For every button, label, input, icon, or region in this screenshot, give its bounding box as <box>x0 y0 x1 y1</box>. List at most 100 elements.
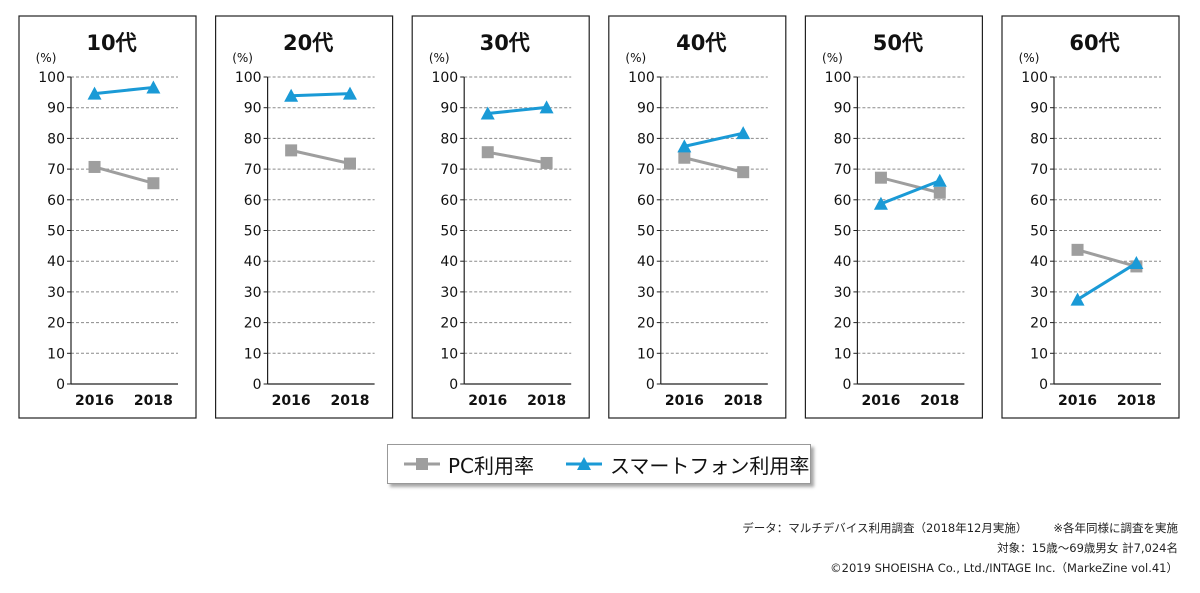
point-smartphone-5-0 <box>1070 292 1085 306</box>
y-tick-label-0-0: 0 <box>56 377 65 393</box>
point-pc-2-1 <box>540 156 553 169</box>
y-tick-label-3-80: 80 <box>637 131 655 147</box>
y-tick-label-2-50: 50 <box>440 224 458 240</box>
y-unit-label-5: (%) <box>1019 51 1040 65</box>
y-tick-label-0-40: 40 <box>47 254 65 270</box>
point-smartphone-4-1 <box>932 173 947 187</box>
y-tick-label-4-60: 60 <box>834 193 852 209</box>
y-tick-label-0-20: 20 <box>47 316 65 332</box>
y-tick-label-1-100: 100 <box>235 70 262 86</box>
panel-title-2: 30代 <box>480 31 530 55</box>
series-line-smartphone-3 <box>684 131 744 148</box>
x-tick-label-1-1: 2018 <box>331 393 370 409</box>
y-tick-label-3-30: 30 <box>637 285 655 301</box>
series-line-pc-5 <box>1077 248 1137 268</box>
point-smartphone-0-1 <box>146 80 161 94</box>
y-tick-label-0-60: 60 <box>47 193 65 209</box>
y-tick-label-3-90: 90 <box>637 101 655 117</box>
point-smartphone-2-0 <box>480 106 495 120</box>
legend-item-pc: PC利用率 <box>402 450 534 479</box>
y-tick-label-0-90: 90 <box>47 101 65 117</box>
y-unit-label-2: (%) <box>429 51 450 65</box>
x-tick-label-4-0: 2016 <box>861 393 900 409</box>
y-tick-label-1-10: 10 <box>244 346 262 362</box>
y-tick-label-2-0: 0 <box>449 377 458 393</box>
footnote-target: 対象：15歳〜69歳男女 計7,024名 <box>997 541 1178 555</box>
point-smartphone-2-1 <box>539 100 554 114</box>
y-unit-label-1: (%) <box>232 51 253 65</box>
series-line-pc-4 <box>880 176 941 195</box>
x-tick-label-4-1: 2018 <box>920 393 959 409</box>
legend-pc-marker <box>404 458 440 470</box>
y-tick-label-1-90: 90 <box>244 101 262 117</box>
panel-frame-2 <box>411 15 590 419</box>
point-pc-4-1 <box>933 186 946 199</box>
x-tick-label-0-1: 2018 <box>134 393 173 409</box>
y-tick-label-3-40: 40 <box>637 254 655 270</box>
point-pc-3-0 <box>678 151 691 164</box>
y-tick-label-1-30: 30 <box>244 285 262 301</box>
y-tick-label-4-0: 0 <box>842 377 851 393</box>
y-tick-label-5-30: 30 <box>1030 285 1048 301</box>
series-line-smartphone-4 <box>880 179 941 206</box>
panel-title-4: 50代 <box>873 31 923 55</box>
x-tick-label-3-0: 2016 <box>665 393 704 409</box>
series-line-smartphone-1 <box>291 92 351 98</box>
legend-item-smartphone: スマートフォン利用率 <box>564 450 809 479</box>
y-tick-label-2-90: 90 <box>440 101 458 117</box>
y-tick-label-4-80: 80 <box>834 131 852 147</box>
y-unit-label-4: (%) <box>822 51 843 65</box>
point-pc-1-0 <box>285 144 298 157</box>
legend-pc-label: PC利用率 <box>448 453 535 478</box>
x-tick-label-1-0: 2016 <box>272 393 311 409</box>
y-tick-label-5-60: 60 <box>1030 193 1048 209</box>
y-tick-label-5-90: 90 <box>1030 101 1048 117</box>
y-tick-label-0-100: 100 <box>38 70 65 86</box>
series-line-smartphone-0 <box>94 85 154 96</box>
y-tick-label-5-10: 10 <box>1030 346 1048 362</box>
y-tick-label-3-100: 100 <box>628 70 655 86</box>
legend-smartphone-label: スマートフォン利用率 <box>610 453 810 478</box>
legend-smartphone-marker <box>566 457 603 470</box>
y-tick-label-4-40: 40 <box>834 254 852 270</box>
point-pc-5-0 <box>1071 243 1084 256</box>
series-line-pc-2 <box>487 150 547 165</box>
y-tick-label-5-0: 0 <box>1039 377 1048 393</box>
y-tick-label-1-60: 60 <box>244 193 262 209</box>
y-tick-label-0-50: 50 <box>47 224 65 240</box>
y-tick-label-0-70: 70 <box>47 162 65 178</box>
series-line-pc-3 <box>683 156 744 174</box>
series-line-smartphone-5 <box>1076 261 1138 301</box>
y-unit-label-0: (%) <box>36 51 57 65</box>
x-tick-label-0-0: 2016 <box>75 393 114 409</box>
y-tick-label-3-0: 0 <box>646 377 655 393</box>
point-smartphone-1-1 <box>342 86 357 100</box>
y-tick-label-4-10: 10 <box>834 346 852 362</box>
series-line-smartphone-2 <box>487 105 547 116</box>
y-tick-label-2-20: 20 <box>440 316 458 332</box>
point-pc-3-1 <box>737 166 750 179</box>
y-unit-label-3: (%) <box>625 51 646 65</box>
series-line-pc-0 <box>94 165 154 185</box>
y-tick-label-1-20: 20 <box>244 316 262 332</box>
panel-title-3: 40代 <box>676 31 726 55</box>
y-tick-label-3-20: 20 <box>637 316 655 332</box>
y-tick-label-2-30: 30 <box>440 285 458 301</box>
point-smartphone-3-1 <box>736 126 751 140</box>
y-tick-label-4-70: 70 <box>834 162 852 178</box>
legend: PC利用率 スマートフォン利用率 <box>387 444 811 484</box>
y-tick-label-5-50: 50 <box>1030 224 1048 240</box>
y-tick-label-2-80: 80 <box>440 131 458 147</box>
point-smartphone-5-1 <box>1129 256 1144 270</box>
footnote-copyright: ©2019 SHOEISHA Co., Ltd./INTAGE Inc.（Mar… <box>830 561 1178 575</box>
x-tick-label-3-1: 2018 <box>724 393 763 409</box>
y-tick-label-5-20: 20 <box>1030 316 1048 332</box>
y-tick-label-4-50: 50 <box>834 224 852 240</box>
point-pc-0-1 <box>147 177 160 190</box>
point-smartphone-3-0 <box>677 139 692 153</box>
y-tick-label-2-10: 10 <box>440 346 458 362</box>
point-pc-0-0 <box>88 160 101 173</box>
y-tick-label-4-90: 90 <box>834 101 852 117</box>
footnote-source-line: データ：マルチデバイス利用調査（2018年12月実施） ※各年同様に調査を実施 <box>478 520 1178 536</box>
